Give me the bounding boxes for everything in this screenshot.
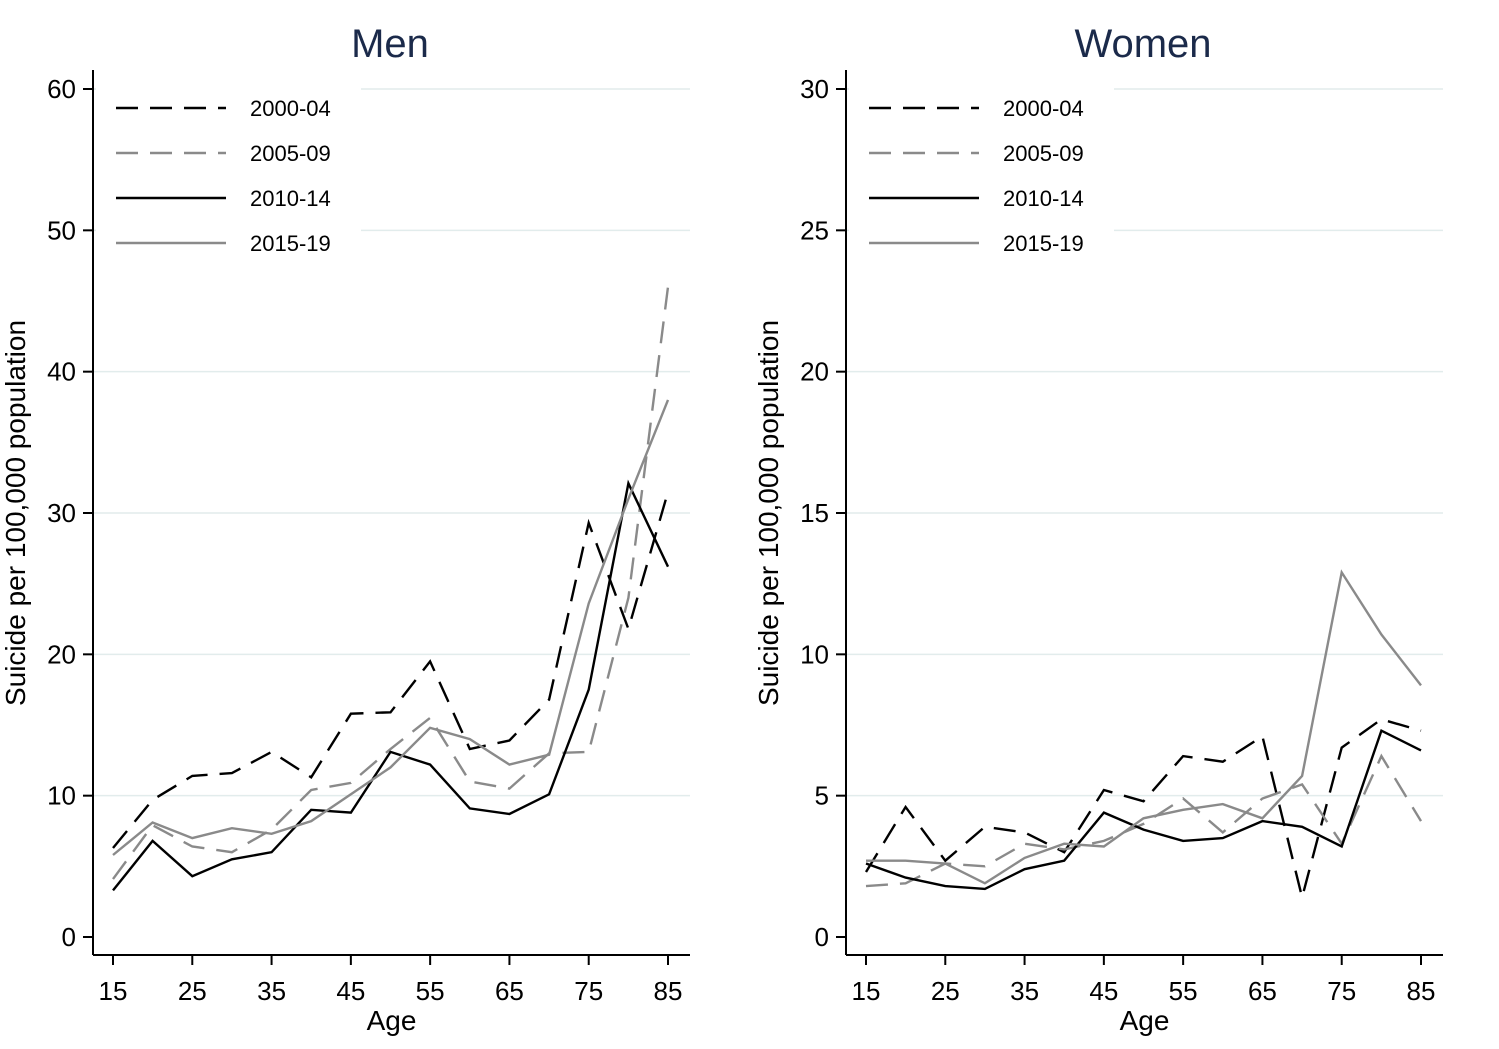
- x-tick-label: 75: [1327, 976, 1356, 1006]
- legend-label: 2000-04: [250, 96, 331, 121]
- chart-title: Women: [1074, 22, 1211, 66]
- y-tick-label: 40: [47, 357, 76, 387]
- y-axis-label: Suicide per 100,000 population: [753, 320, 784, 706]
- x-tick-label: 85: [654, 976, 683, 1006]
- x-axis-label: Age: [1120, 1005, 1170, 1036]
- y-tick-label: 20: [47, 639, 76, 669]
- series-line-2005-09: [112, 286, 670, 880]
- x-tick-label: 25: [178, 976, 207, 1006]
- x-tick-label: 35: [1010, 976, 1039, 1006]
- legend-background: [849, 82, 1114, 266]
- series-line-2000-04: [112, 491, 670, 849]
- x-tick-label: 75: [574, 976, 603, 1006]
- legend-background: [96, 82, 361, 266]
- y-tick-label: 25: [800, 215, 829, 245]
- x-tick-label: 25: [931, 976, 960, 1006]
- series-line-2000-04: [864, 717, 1422, 898]
- y-tick-label: 0: [62, 922, 76, 952]
- x-tick-label: 65: [1248, 976, 1277, 1006]
- y-tick-label: 60: [47, 74, 76, 104]
- legend-label: 2000-04: [1003, 96, 1084, 121]
- y-tick-label: 0: [815, 922, 829, 952]
- x-tick-label: 65: [495, 976, 524, 1006]
- y-tick-label: 50: [47, 215, 76, 245]
- legend-label: 2015-19: [250, 231, 331, 256]
- x-tick-label: 55: [1169, 976, 1198, 1006]
- x-tick-label: 55: [416, 976, 445, 1006]
- y-tick-label: 10: [47, 781, 76, 811]
- y-tick-label: 20: [800, 357, 829, 387]
- x-axis-label: Age: [367, 1005, 417, 1036]
- y-tick-label: 15: [800, 498, 829, 528]
- series-line-2015-19: [112, 399, 670, 856]
- x-tick-label: 85: [1407, 976, 1436, 1006]
- x-tick-label: 35: [257, 976, 286, 1006]
- chart-panel-men: Men 0 10 20 30 40 50 60 15 25 35 45 55 65 75 85 Age Suici…: [0, 22, 690, 1036]
- series-line-2005-09: [865, 753, 1423, 888]
- y-tick-label: 30: [800, 74, 829, 104]
- y-tick-label: 5: [815, 781, 829, 811]
- x-tick-label: 45: [1089, 976, 1118, 1006]
- y-tick-label: 30: [47, 498, 76, 528]
- x-tick-label: 45: [336, 976, 365, 1006]
- chart-title: Men: [351, 22, 429, 66]
- y-axis-label: Suicide per 100,000 population: [0, 320, 31, 706]
- legend-label: 2010-14: [250, 186, 331, 211]
- chart-panel-women: Women 0 5 10 15 20 25 30 15 25 35 45 55 65 75 85 Age Suic…: [753, 22, 1443, 1036]
- x-tick-label: 15: [99, 976, 128, 1006]
- legend-label: 2005-09: [250, 141, 331, 166]
- x-tick-label: 15: [852, 976, 881, 1006]
- legend-label: 2015-19: [1003, 231, 1084, 256]
- legend-label: 2010-14: [1003, 186, 1084, 211]
- y-tick-label: 10: [800, 639, 829, 669]
- series-line-2010-14: [865, 729, 1422, 891]
- series-line-2010-14: [112, 479, 670, 892]
- legend-label: 2005-09: [1003, 141, 1084, 166]
- series-line-2015-19: [866, 569, 1422, 885]
